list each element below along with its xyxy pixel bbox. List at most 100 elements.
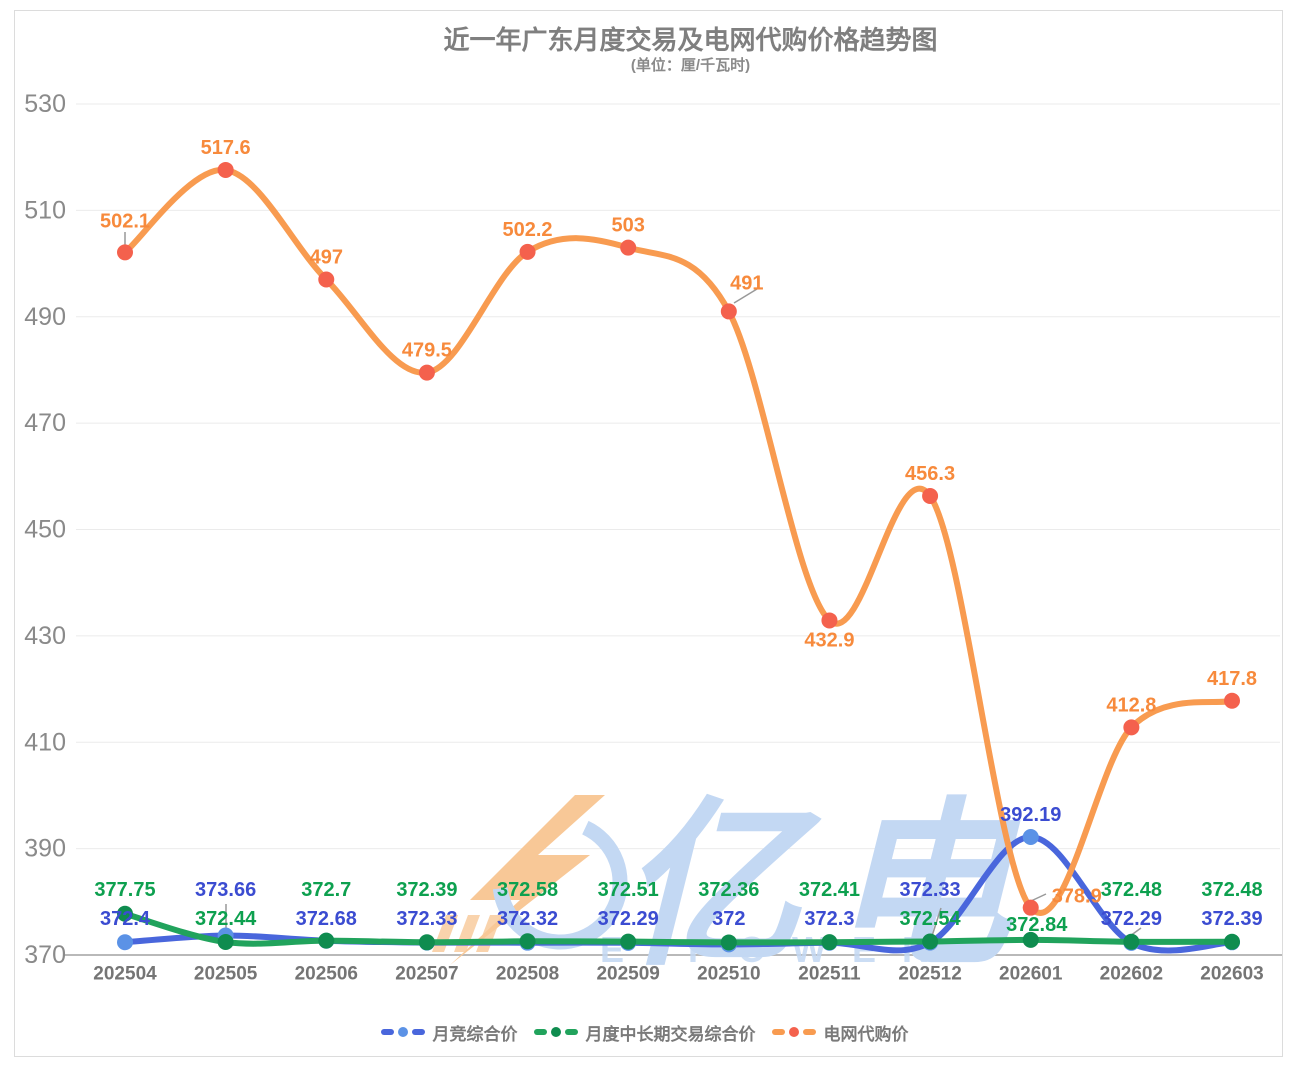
data-point-202602[interactable]: [1123, 719, 1140, 736]
series-电网代购价: [117, 161, 1240, 916]
x-axis-label: 202601: [999, 964, 1063, 985]
data-point-202506[interactable]: [318, 932, 335, 949]
watermark-lightning-icon: [450, 795, 605, 965]
legend-label: 月度中长期交易综合价: [585, 1024, 756, 1044]
data-label: 372.41: [799, 879, 860, 901]
data-label: 497: [310, 247, 343, 269]
data-point-202601[interactable]: [1022, 931, 1039, 948]
data-point-202504[interactable]: [117, 905, 133, 922]
series-labels-月度中长期交易综合价: 377.75 372.44 372.7 372.39 372.58 372.51 372.3…: [94, 879, 1262, 936]
watermark-logo-circle: [492, 814, 628, 950]
data-label: 372.4: [100, 908, 151, 930]
data-point-202505[interactable]: [217, 934, 234, 951]
x-axis-label: 202603: [1200, 964, 1263, 985]
legend-item-月竞综合价[interactable]: 月竞综合价: [380, 1020, 518, 1045]
data-label: 456.3: [905, 463, 955, 485]
legend: 月竞综合价 月度中长期交易综合价 电网代购价: [0, 1018, 1289, 1046]
data-label: 372.48: [1101, 879, 1162, 901]
legend-line-icon: [802, 1029, 816, 1035]
y-axis-label: 470: [24, 409, 66, 437]
y-axis-label: 490: [24, 303, 66, 331]
data-point-202511[interactable]: [821, 612, 838, 629]
legend-item-电网代购价[interactable]: 电网代购价: [771, 1020, 909, 1045]
data-label: 372.84: [1006, 914, 1068, 936]
data-label: 372.29: [598, 908, 659, 930]
legend-label: 月竞综合价: [432, 1024, 518, 1044]
x-axis-label: 202602: [1100, 964, 1163, 985]
x-axis-label: 202510: [697, 964, 760, 985]
data-label: 372: [712, 908, 745, 930]
data-label: 372.36: [698, 879, 759, 901]
data-label: 377.75: [94, 879, 155, 901]
chart-title: 近一年广东月度交易及电网代购价格趋势图: [443, 25, 938, 55]
data-point-202509[interactable]: [620, 933, 637, 950]
y-axis: 370 390 410 430 450 470 490 510 530: [24, 90, 1282, 969]
data-label: 432.9: [804, 629, 854, 651]
x-axis-label: 202504: [93, 964, 157, 985]
data-label: 372.33: [900, 879, 961, 901]
data-label: 372.58: [497, 879, 558, 901]
data-label: 372.3: [804, 908, 854, 930]
data-label: 372.68: [296, 908, 357, 930]
y-axis-label: 450: [24, 516, 66, 544]
x-axis-label: 202512: [898, 964, 961, 985]
x-axis: 202504 202505 202506 202507 202508 202509 2025…: [93, 964, 1263, 985]
y-axis-label: 390: [24, 835, 66, 863]
x-axis-label: 202509: [596, 964, 659, 985]
data-label: 503: [611, 215, 644, 237]
data-label: 502.1: [100, 210, 150, 232]
watermark-text: 亿电: [620, 786, 1040, 987]
y-axis-label: 410: [24, 728, 66, 756]
data-point-202603[interactable]: [1224, 933, 1240, 950]
chart-header: 近一年广东月度交易及电网代购价格趋势图 (单位：厘/千瓦时): [92, 25, 1289, 75]
y-axis-label: 430: [24, 622, 66, 650]
data-point-202504[interactable]: [117, 934, 133, 951]
data-label: 479.5: [402, 340, 452, 362]
data-point-202601[interactable]: [1022, 899, 1039, 916]
y-axis-label: 370: [24, 941, 66, 969]
data-point-202510[interactable]: [720, 303, 737, 320]
data-label: 417.8: [1207, 668, 1257, 690]
data-point-202601[interactable]: [1022, 828, 1039, 845]
data-point-202509[interactable]: [620, 239, 637, 256]
data-point-202507[interactable]: [418, 364, 435, 381]
data-point-202506[interactable]: [318, 271, 335, 288]
data-label: 372.44: [195, 908, 257, 930]
data-label: 372.39: [1201, 908, 1262, 930]
legend-item-月度中长期交易综合价[interactable]: 月度中长期交易综合价: [533, 1020, 756, 1045]
data-label: 502.2: [503, 219, 553, 241]
label-leader-line: [1030, 893, 1047, 902]
data-point-202512[interactable]: [922, 933, 939, 950]
data-point-202512[interactable]: [922, 487, 939, 504]
data-point-202603[interactable]: [1224, 692, 1240, 709]
data-label: 372.7: [301, 879, 351, 901]
legend-dot-icon: [788, 1027, 799, 1037]
data-label: 372.39: [396, 879, 457, 901]
data-point-202508[interactable]: [519, 933, 536, 950]
series-labels-电网代购价: 502.1 517.6 497 479.5 502.2 503 491 432.9 456.3 3…: [100, 137, 1257, 908]
data-label: 412.8: [1106, 694, 1156, 716]
legend-line-icon: [411, 1029, 425, 1035]
data-point-202510[interactable]: [720, 934, 737, 951]
chart-panel: [14, 10, 1283, 1057]
label-leader-line: [931, 907, 942, 937]
data-point-202508[interactable]: [519, 243, 536, 260]
chart-subtitle: (单位：厘/千瓦时): [630, 57, 751, 74]
data-point-202507[interactable]: [418, 934, 435, 951]
data-label: 392.19: [1000, 804, 1061, 826]
y-axis-label: 530: [24, 90, 66, 118]
data-point-202602[interactable]: [1123, 933, 1140, 950]
x-axis-label: 202511: [798, 964, 861, 985]
watermark-stripe: [454, 915, 480, 952]
series-line-月度中长期交易综合价: [122, 910, 1235, 947]
legend-dot-icon: [397, 1027, 408, 1037]
data-point-202505[interactable]: [217, 161, 234, 178]
legend-line-icon: [380, 1029, 394, 1035]
data-label: 372.54: [900, 908, 962, 930]
legend-label: 电网代购价: [823, 1024, 909, 1044]
x-axis-label: 202506: [295, 964, 358, 985]
data-point-202511[interactable]: [821, 934, 838, 951]
data-point-202504[interactable]: [117, 244, 133, 261]
legend-line-icon: [771, 1029, 785, 1035]
y-axis-label: 510: [24, 196, 66, 224]
